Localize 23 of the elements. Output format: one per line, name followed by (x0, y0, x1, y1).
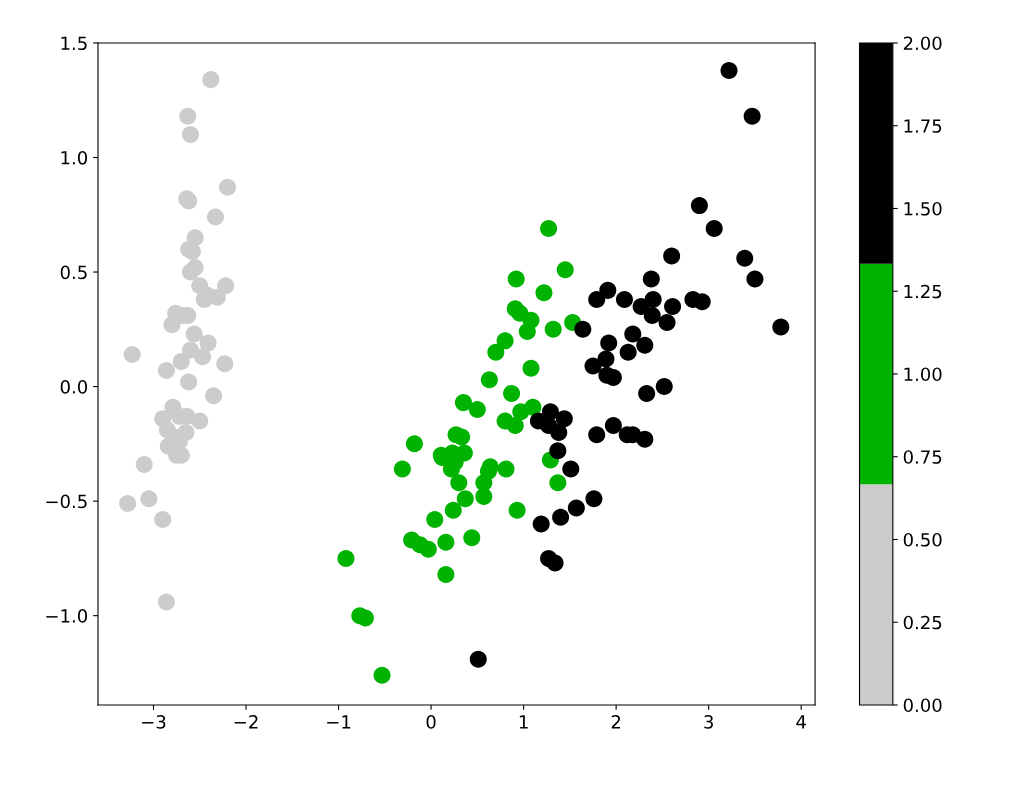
x-tick-label: −2 (234, 715, 258, 729)
color-bar-label: 2.00 (903, 36, 942, 51)
y-tick-label: −1.0 (46, 609, 88, 623)
x-tick-label: −3 (142, 715, 166, 729)
color-bar-label: 0.25 (903, 615, 942, 630)
x-tick-label: 4 (796, 715, 806, 729)
color-bar-label: 1.75 (904, 119, 942, 133)
color-bar-label: 0.00 (903, 698, 942, 713)
y-tick-label: 0.0 (60, 380, 88, 394)
y-tick-label: 1.0 (61, 150, 88, 165)
x-tick-label: 1 (519, 715, 528, 729)
x-tick-label: −1 (327, 715, 351, 729)
x-tick-label: 0 (426, 715, 436, 729)
x-tick-label: 2 (611, 715, 621, 729)
y-tick-label: −0.5 (46, 494, 87, 509)
color-bar-label: 0.75 (903, 450, 942, 464)
color-bar-label: 1.00 (904, 367, 942, 382)
y-tick-label: 0.5 (60, 265, 87, 280)
x-tick-label: 3 (704, 715, 713, 729)
color-bar-label: 1.25 (904, 284, 942, 299)
y-tick-label: 1.5 (61, 36, 87, 51)
color-bar-label: 0.50 (903, 532, 942, 547)
color-bar-label: 1.50 (904, 201, 942, 216)
